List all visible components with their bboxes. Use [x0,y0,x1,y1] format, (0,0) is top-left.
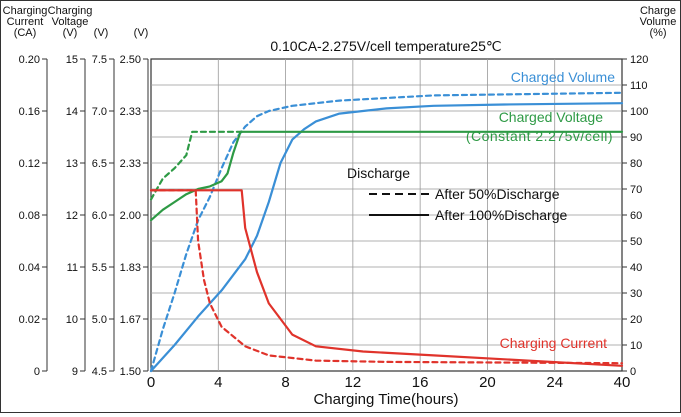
chart-title: 0.10CA-2.275V/cell temperature25℃ [270,38,501,54]
left-tick-label: 0.02 [19,314,40,326]
x-axis-label: Charging Time(hours) [313,391,458,408]
left-tick-label: 2.33 [120,158,141,170]
left-tick-label: 11 [67,262,78,274]
right-tick-label: 10 [630,340,642,352]
right-tick-label: 30 [630,288,642,300]
x-tick-label: 40 [614,374,631,391]
left-axis-title: Current [7,16,44,28]
left-tick-label: 6.5 [92,158,107,170]
x-tick-label: 24 [546,374,563,391]
series-lines [149,91,624,373]
right-tick-label: 110 [630,80,648,92]
left-tick-label: 2.50 [120,54,141,66]
left-axis-title: (V) [63,27,78,39]
charging-current-label: Charging Current [500,335,607,351]
left-tick-label: 0.20 [19,54,40,66]
right-tick-label: 120 [630,54,648,66]
right-tick-label: 50 [630,236,642,248]
left-tick-label: 7.5 [92,54,107,66]
left-tick-label: 12 [66,210,78,222]
left-tick-label: 14 [66,106,78,118]
left-tick-label: 0.16 [19,106,40,118]
left-tick-label: 10 [66,314,78,326]
left-tick-label: 1.83 [120,262,141,274]
left-tick-label: 0 [34,366,40,378]
right-tick-label: 90 [630,132,642,144]
legend-title: Discharge [347,165,410,181]
left-axis-title: Voltage [52,16,89,28]
voltage-dashed-line [149,130,247,201]
right-tick-label: 70 [630,184,642,196]
left-axis-title: Charging [3,5,48,17]
current-solid-line [149,189,624,367]
left-tick-label: 4.5 [92,366,107,378]
left-tick-label: 6.0 [92,210,107,222]
charged-voltage-label: Charged Voltage [499,109,604,125]
right-tick-label: 40 [630,262,642,274]
left-tick-label: 0.12 [19,158,40,170]
right-axis-title: (%) [649,27,666,39]
x-tick-label: 8 [281,374,289,391]
legend-dashed-label: After 50%Discharge [435,186,560,202]
left-axis-title: (V) [134,27,149,39]
right-axis-title: Volume [640,16,677,28]
volume-dashed-line [149,91,624,373]
left-tick-label: 2.00 [120,210,141,222]
left-tick-label: 15 [66,54,78,66]
x-tick-label: 0 [147,374,155,391]
right-tick-label: 60 [630,210,642,222]
left-axis-title: (V) [94,27,109,39]
current-dashed-line [149,189,624,365]
legend-solid-label: After 100%Discharge [435,207,568,223]
left-axis-title: (CA) [14,27,37,39]
charged-volume-label: Charged Volume [511,69,616,85]
x-tick-label: 20 [479,374,496,391]
left-tick-label: 7.0 [92,106,107,118]
x-tick-label: 4 [214,374,222,391]
left-axis-title: Charging [48,5,93,17]
x-tick-label: 16 [412,374,429,391]
x-tick-label: 12 [345,374,362,391]
left-tick-label: 1.50 [120,366,141,378]
right-axis-title: Charge [640,5,676,17]
left-tick-label: 5.5 [92,262,107,274]
left-tick-label: 1.67 [120,314,141,326]
right-tick-label: 20 [630,314,642,326]
right-tick-label: 0 [630,366,636,378]
left-tick-label: 0.08 [19,210,40,222]
left-tick-label: 13 [66,158,78,170]
right-tick-label: 100 [630,106,648,118]
left-tick-label: 9 [72,366,78,378]
left-tick-label: 2.33 [120,106,141,118]
charged-voltage-note: (Constant 2.275v/cell) [466,128,613,144]
axes: 0 4 8 12 16 20 24 40120110100908070605040302010… [3,5,677,391]
legend: Discharge After 50%Discharge After 100%D… [347,165,568,223]
left-tick-label: 5.0 [92,314,107,326]
left-tick-label: 0.04 [19,262,40,274]
right-tick-label: 80 [630,158,642,170]
